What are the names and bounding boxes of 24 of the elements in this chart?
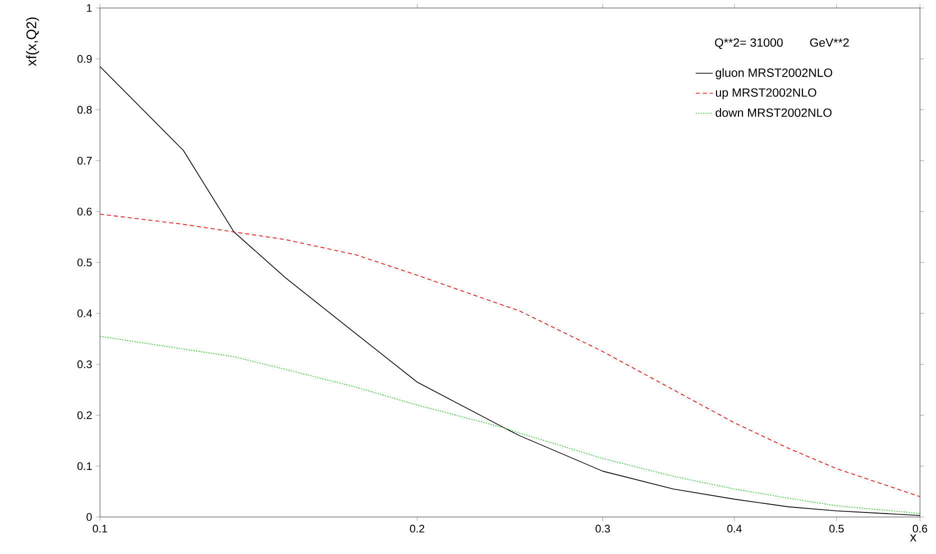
- legend-title: Q**2= 31000: [714, 38, 783, 49]
- x-tick-label: 0.3: [596, 524, 610, 533]
- y-tick-label: 0.5: [77, 258, 92, 266]
- y-tick-label: 0.2: [77, 411, 92, 420]
- x-tick-label: 0.2: [410, 524, 424, 533]
- y-tick-label: 0.9: [77, 55, 92, 63]
- y-tick-label: 0.1: [77, 462, 92, 470]
- x-tick-label: 0.6: [912, 524, 928, 533]
- y-tick-label: 0.7: [77, 156, 92, 165]
- y-tick-label: 0: [86, 513, 92, 521]
- legend-label: up MRST2002NLO: [716, 88, 816, 100]
- legend-label: gluon MRST2002NLO: [716, 68, 832, 80]
- annotation: GeV**2: [810, 38, 849, 47]
- x-axis-title: x: [910, 534, 916, 542]
- legend-label: down MRST2002NLO: [716, 108, 832, 117]
- x-tick-label: 0.5: [829, 524, 844, 533]
- y-tick-label: 1: [86, 4, 92, 12]
- x-tick-label: 0.1: [92, 524, 108, 533]
- y-tick-label: 0.6: [77, 208, 92, 216]
- y-tick-label: 0.8: [77, 106, 92, 114]
- y-tick-label: 0.3: [77, 360, 92, 368]
- y-axis-title: xf(x,Q2): [26, 17, 40, 66]
- y-tick-label: 0.4: [77, 310, 92, 318]
- x-tick-label: 0.4: [727, 524, 742, 533]
